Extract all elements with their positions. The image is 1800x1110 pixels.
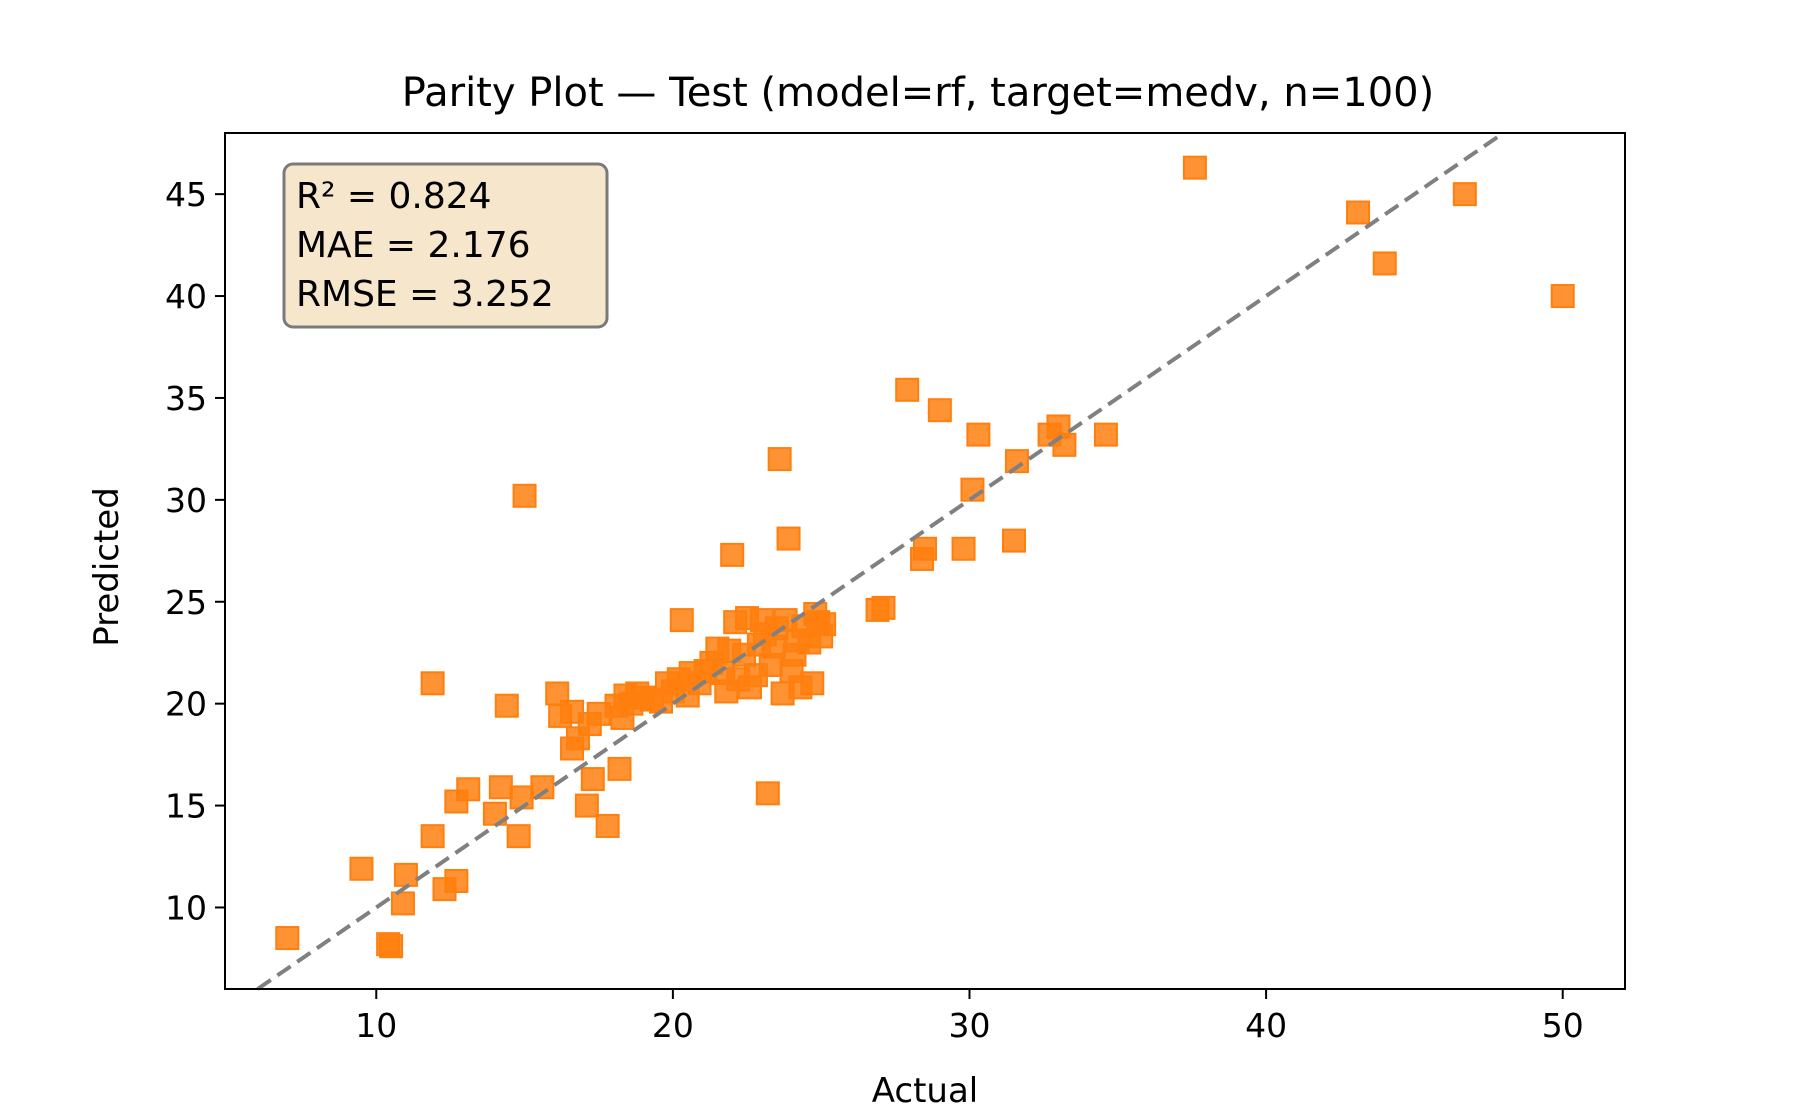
y-tick-label: 35 xyxy=(165,379,207,418)
data-point xyxy=(951,536,976,561)
data-point xyxy=(1093,422,1118,447)
data-point xyxy=(560,699,585,724)
data-point xyxy=(506,824,531,849)
data-point xyxy=(509,785,534,810)
data-point xyxy=(379,934,404,959)
data-point xyxy=(966,422,991,447)
stat-rmse: RMSE = 3.252 xyxy=(296,274,554,315)
data-point xyxy=(444,868,469,893)
data-point xyxy=(393,862,418,887)
data-point xyxy=(800,671,825,696)
data-point xyxy=(1052,432,1077,457)
data-point xyxy=(595,813,620,838)
data-point xyxy=(927,398,952,423)
y-axis-label: Predicted xyxy=(87,487,127,647)
data-point xyxy=(895,377,920,402)
data-point xyxy=(1004,449,1029,474)
data-point xyxy=(669,608,694,633)
data-point xyxy=(913,536,937,561)
data-point xyxy=(871,595,896,620)
stat-r2: R² = 0.824 xyxy=(296,176,492,217)
data-point xyxy=(456,777,481,802)
data-point xyxy=(494,693,519,718)
x-tick-label: 20 xyxy=(652,1006,694,1045)
x-tick-label: 40 xyxy=(1245,1006,1287,1045)
x-tick-label: 50 xyxy=(1542,1006,1584,1045)
data-point xyxy=(488,775,513,800)
data-points xyxy=(275,155,1575,959)
plot-frame xyxy=(224,132,1626,990)
data-point xyxy=(720,542,745,567)
data-point xyxy=(1346,200,1371,225)
y-tick-label: 20 xyxy=(165,685,207,724)
x-tick-label: 30 xyxy=(948,1006,990,1045)
x-axis-label: Actual xyxy=(872,1071,979,1110)
data-point xyxy=(755,781,780,806)
data-point xyxy=(349,856,374,881)
data-point xyxy=(530,775,555,800)
data-point xyxy=(767,447,792,472)
y-tick-label: 30 xyxy=(165,481,207,520)
y-tick-label: 25 xyxy=(165,583,207,622)
data-point xyxy=(420,824,445,849)
stat-mae: MAE = 2.176 xyxy=(296,225,531,266)
y-tick-label: 40 xyxy=(165,277,207,316)
data-point xyxy=(1182,155,1207,180)
data-point xyxy=(420,671,445,696)
data-point xyxy=(512,483,537,508)
x-tick-label: 10 xyxy=(355,1006,397,1045)
stats-box-background xyxy=(282,162,609,329)
data-point xyxy=(1550,284,1575,309)
data-point xyxy=(607,756,632,781)
y-tick-label: 45 xyxy=(165,175,207,214)
x-axis-ticks: 10 20 30 40 50 xyxy=(355,989,1584,1045)
data-point xyxy=(776,526,801,551)
data-point xyxy=(574,793,599,818)
data-point xyxy=(1001,528,1026,553)
data-point xyxy=(275,926,300,951)
y-tick-label: 15 xyxy=(165,787,207,826)
data-point xyxy=(1452,182,1477,207)
y-axis-ticks: 10 15 20 25 30 35 40 45 xyxy=(165,175,225,927)
chart-title: Parity Plot — Test (model=rf, target=med… xyxy=(402,70,1434,116)
data-point xyxy=(580,767,605,792)
y-tick-label: 10 xyxy=(165,888,207,927)
parity-reference-line xyxy=(256,131,1505,991)
data-point xyxy=(1372,251,1397,276)
data-point xyxy=(390,891,415,916)
stats-box: R² = 0.824 MAE = 2.176 RMSE = 3.252 xyxy=(282,162,609,329)
data-point xyxy=(806,610,831,635)
